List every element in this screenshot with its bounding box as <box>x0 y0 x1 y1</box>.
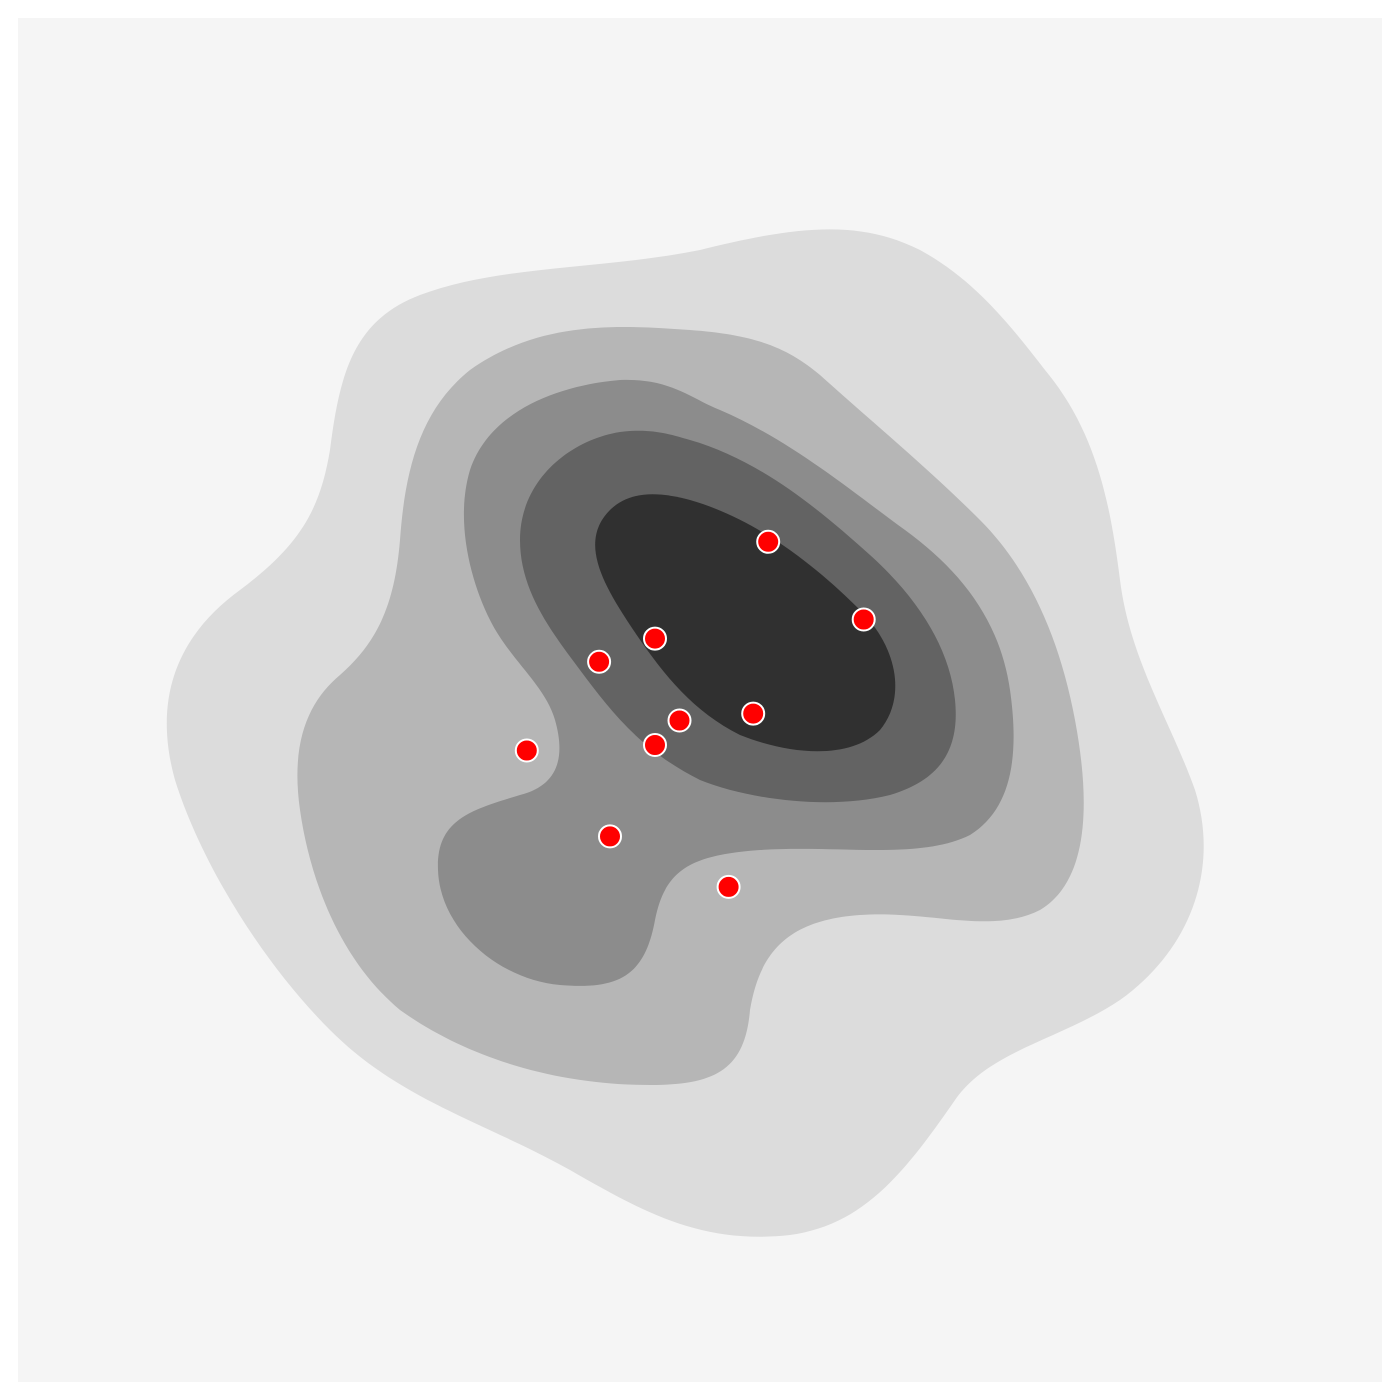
scatter-point-2 <box>851 607 876 632</box>
scatter-point-7 <box>643 733 667 757</box>
scatter-point-4 <box>587 649 612 674</box>
contour-level-5 <box>595 494 896 752</box>
data-points <box>514 529 876 899</box>
scatter-point-5 <box>667 708 692 733</box>
scatter-point-3 <box>643 626 667 651</box>
scatter-point-9 <box>598 824 622 849</box>
scatter-point-10 <box>716 874 741 899</box>
scatter-point-8 <box>514 738 539 763</box>
scatter-point-6 <box>741 701 766 726</box>
scatter-point-1 <box>756 529 781 554</box>
contour-layers <box>166 229 1204 1237</box>
